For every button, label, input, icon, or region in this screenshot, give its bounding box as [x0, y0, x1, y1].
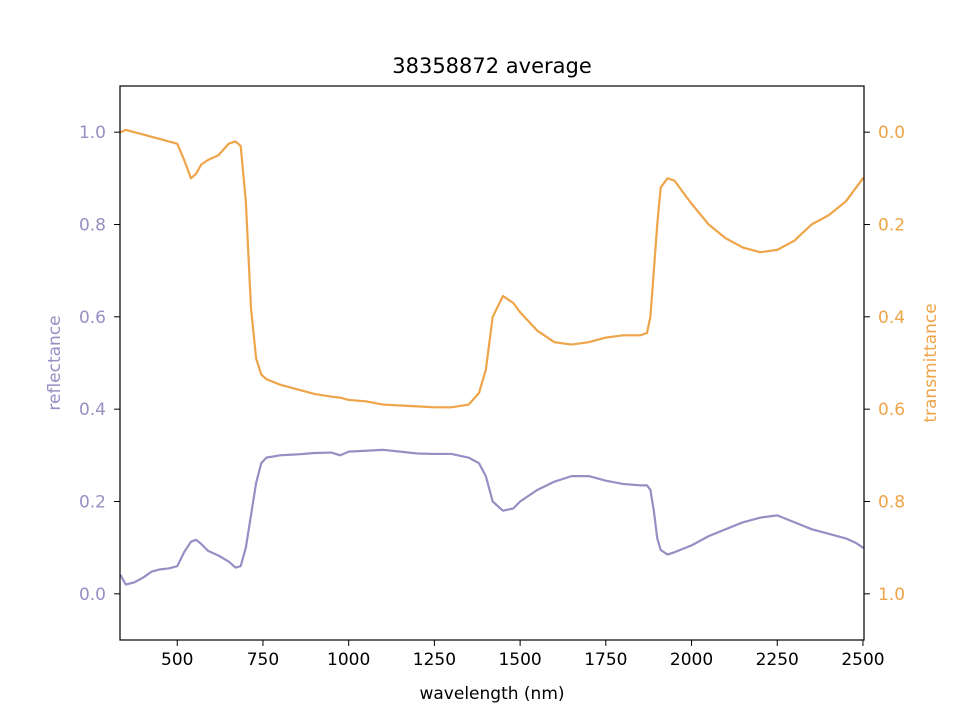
y-tick-label-transmittance: 0.0 — [878, 123, 905, 143]
series-line-transmittance — [119, 128, 865, 409]
x-tick-label: 750 — [247, 650, 279, 670]
series-layer — [119, 128, 865, 586]
y-axis-reflectance: 0.0 0.2 0.4 0.6 0.8 1.0 — [79, 123, 120, 605]
y-tick-label-reflectance: 0.6 — [79, 308, 106, 328]
chart-title: 38358872 average — [392, 54, 592, 78]
y-tick-label-transmittance: 1.0 — [878, 585, 905, 605]
x-tick-label: 1750 — [584, 650, 627, 670]
series-line-reflectance — [119, 448, 865, 586]
y-tick-label-reflectance: 0.2 — [79, 493, 106, 513]
y-axis-transmittance: 0.0 0.2 0.4 0.6 0.8 1.0 — [864, 123, 905, 605]
axes-frame — [119, 85, 865, 641]
y-tick-label-transmittance: 0.6 — [878, 400, 905, 420]
y-tick-label-reflectance: 0.0 — [79, 585, 106, 605]
y-tick-label-transmittance: 0.4 — [878, 308, 905, 328]
x-tick-label: 500 — [161, 650, 193, 670]
x-axis: 500 750 1000 1250 1500 1750 2000 2250 2500 — [161, 640, 885, 670]
x-tick-label: 2500 — [841, 650, 884, 670]
x-tick-label: 1500 — [498, 650, 541, 670]
x-tick-label: 2250 — [756, 650, 799, 670]
y-axis-label-transmittance: transmittance — [921, 303, 941, 422]
y-axis-label-reflectance: reflectance — [45, 315, 65, 410]
y-tick-label-reflectance: 0.8 — [79, 216, 106, 236]
y-tick-label-reflectance: 0.4 — [79, 400, 106, 420]
x-tick-label: 1250 — [413, 650, 456, 670]
x-axis-label: wavelength (nm) — [419, 684, 564, 704]
x-tick-label: 2000 — [670, 650, 713, 670]
y-tick-label-transmittance: 0.8 — [878, 493, 905, 513]
y-tick-label-transmittance: 0.2 — [878, 216, 905, 236]
x-tick-label: 1000 — [327, 650, 370, 670]
y-tick-label-reflectance: 1.0 — [79, 123, 106, 143]
